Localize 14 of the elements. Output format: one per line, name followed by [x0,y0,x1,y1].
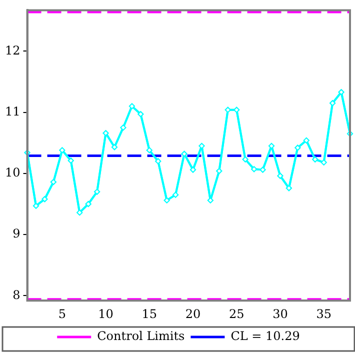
y-tick-label: 9 [12,226,20,241]
x-tick-label: 20 [185,306,201,321]
x-tick-label: 10 [98,306,114,321]
x-tick-label: 5 [58,306,66,321]
x-tick-label: 15 [142,306,158,321]
y-tick-label: 11 [4,104,20,118]
y-tick-label: 8 [12,288,20,302]
y-tick-label: 10 [4,166,20,180]
legend-label: CL = 10.29 [230,329,300,344]
x-tick-label: 25 [228,306,244,321]
legend-label: Control Limits [97,329,185,344]
x-tick-label: 30 [272,306,288,321]
y-tick-label: 12 [4,43,20,58]
x-tick-label: 35 [316,306,332,321]
